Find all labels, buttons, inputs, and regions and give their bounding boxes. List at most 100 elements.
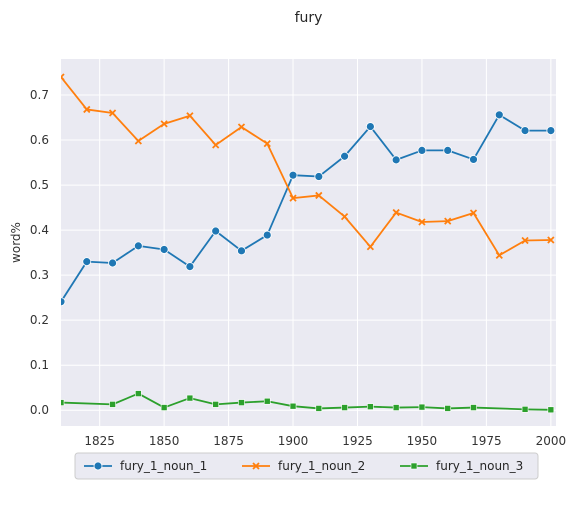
data-point xyxy=(521,406,529,413)
data-point xyxy=(133,241,143,251)
series-line xyxy=(61,76,552,257)
data-point xyxy=(520,126,530,135)
data-point xyxy=(469,209,478,217)
data-point xyxy=(521,236,529,245)
data-point xyxy=(159,245,169,254)
legend: fury_1_noun_1 fury_1_noun_2 fury_1_noun_3 xyxy=(74,452,539,480)
x-tick-label: 1925 xyxy=(342,434,373,448)
chart-title: fury xyxy=(295,10,323,26)
data-point xyxy=(61,73,65,81)
data-point xyxy=(495,251,503,259)
data-point xyxy=(186,394,194,402)
x-tick-label: 1900 xyxy=(278,434,309,448)
data-point-stroke xyxy=(160,120,168,128)
data-point xyxy=(444,405,452,412)
y-tick-label: 0.6 xyxy=(30,133,49,147)
data-point xyxy=(392,208,400,217)
data-point xyxy=(391,155,401,165)
data-point xyxy=(160,404,168,411)
data-point-stroke xyxy=(212,141,220,149)
data-point xyxy=(238,399,245,406)
legend-box xyxy=(74,452,539,480)
data-point xyxy=(134,137,142,145)
data-point xyxy=(212,141,220,149)
data-point xyxy=(108,258,117,268)
data-point xyxy=(61,297,66,307)
data-point xyxy=(494,110,504,120)
y-tick-label: 0.5 xyxy=(30,178,49,192)
data-point xyxy=(263,397,271,405)
data-point-stroke xyxy=(263,140,271,148)
data-point xyxy=(547,236,555,244)
legend-label: fury_1_noun_2 xyxy=(278,459,365,473)
data-point xyxy=(212,401,219,408)
data-point-stroke xyxy=(392,208,400,217)
data-point xyxy=(340,151,349,161)
data-point xyxy=(237,123,246,131)
data-point xyxy=(185,262,195,271)
y-axis-label: word% xyxy=(9,222,23,263)
x-tick-label: 2000 xyxy=(536,434,567,448)
series-2 xyxy=(61,73,555,259)
legend-label: fury_1_noun_3 xyxy=(436,459,523,473)
data-point-stroke xyxy=(134,137,142,145)
series-3 xyxy=(61,390,555,414)
data-point xyxy=(186,112,194,120)
y-tick-label: 0.0 xyxy=(30,403,49,417)
x-tick-label: 1825 xyxy=(84,434,115,448)
y-tick-label: 0.4 xyxy=(30,223,49,237)
data-point xyxy=(289,194,297,202)
data-point xyxy=(211,226,221,236)
data-point xyxy=(367,403,374,410)
legend-marker-stroke xyxy=(252,462,260,470)
x-tick-label: 1850 xyxy=(149,434,180,448)
data-point xyxy=(237,246,246,256)
data-point xyxy=(417,146,427,155)
data-point xyxy=(315,405,323,412)
data-point xyxy=(469,155,478,164)
data-point-stroke xyxy=(444,217,452,225)
data-point xyxy=(289,402,297,410)
data-point-stroke xyxy=(340,212,349,221)
data-point xyxy=(263,140,271,148)
data-point xyxy=(418,403,426,411)
x-tick-label: 1875 xyxy=(213,434,244,448)
x-tick-label: 1975 xyxy=(471,434,502,448)
plot-area xyxy=(61,59,556,426)
data-point xyxy=(314,172,324,181)
data-point xyxy=(61,399,65,406)
data-point-stroke xyxy=(83,105,91,114)
data-point-stroke xyxy=(237,123,246,131)
data-point-stroke xyxy=(418,218,426,226)
data-point xyxy=(443,146,453,155)
data-point xyxy=(160,120,168,128)
data-point xyxy=(340,212,349,221)
data-point xyxy=(547,406,555,414)
data-point-stroke xyxy=(289,194,297,202)
y-tick-label: 0.7 xyxy=(30,88,49,102)
data-point-stroke xyxy=(315,191,323,200)
legend-marker xyxy=(252,462,260,470)
data-point xyxy=(470,404,477,411)
data-point xyxy=(392,404,400,411)
data-point-stroke xyxy=(521,236,529,245)
legend-marker xyxy=(93,461,103,471)
data-point-stroke xyxy=(495,251,503,259)
y-tick-label: 0.1 xyxy=(30,358,49,372)
y-tick-label: 0.3 xyxy=(30,268,49,282)
data-point xyxy=(341,404,348,411)
series-1 xyxy=(61,110,556,307)
data-point-stroke xyxy=(108,109,117,117)
data-point-stroke xyxy=(61,75,65,81)
data-point xyxy=(315,191,323,200)
y-tick-label: 0.2 xyxy=(30,313,49,327)
data-point xyxy=(546,126,556,135)
data-point-stroke xyxy=(61,73,65,79)
data-point xyxy=(366,243,375,251)
data-point xyxy=(109,401,116,408)
series-line xyxy=(61,392,552,411)
gridlines xyxy=(61,59,556,426)
x-tick-label: 1950 xyxy=(407,434,438,448)
